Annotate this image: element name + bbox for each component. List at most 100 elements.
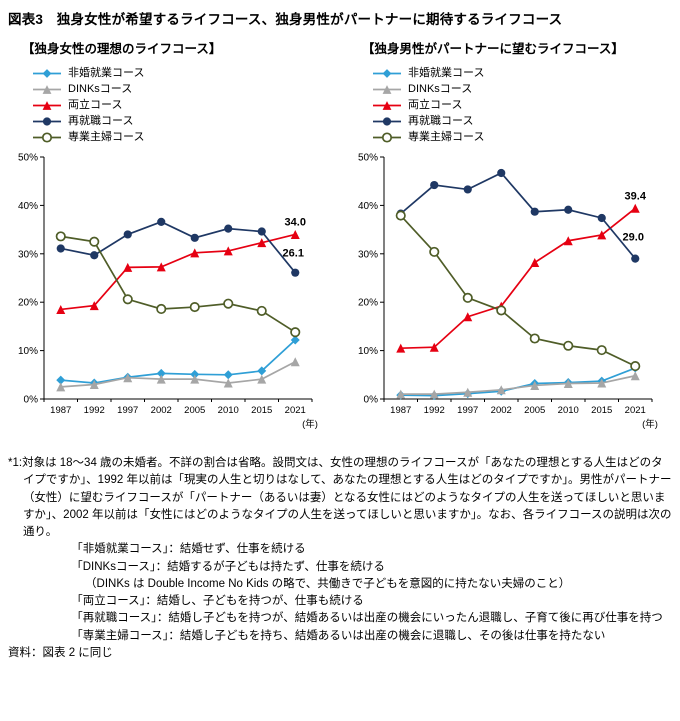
legend-label: 両立コース	[408, 99, 463, 111]
x-tick-label: 1997	[117, 405, 138, 416]
triangle-marker-icon	[530, 380, 540, 390]
triangle-marker-icon	[290, 229, 300, 239]
triangle-marker-icon	[123, 262, 133, 272]
series-line	[400, 374, 636, 396]
diamond-marker-icon	[382, 69, 392, 78]
triangle-marker-icon	[597, 378, 607, 388]
triangle-marker-icon	[563, 379, 573, 389]
circle-marker-icon	[157, 217, 166, 226]
triangle-marker-icon	[190, 248, 200, 258]
value-label: 26.1	[283, 248, 304, 260]
y-tick-label: 20%	[358, 298, 378, 309]
figure-title: 図表3 独身女性が希望するライフコース、独身男性がパートナーに期待するライフコー…	[8, 12, 563, 27]
triangle-marker-icon	[496, 385, 506, 395]
circle-open-marker-icon	[596, 345, 607, 356]
y-tick-label: 10%	[358, 346, 378, 357]
line-chart-women: 0% 10% 20% 30% 40% 50% 1987 1992 1997 2002 2005 201…	[18, 153, 318, 431]
y-tick-label: 30%	[18, 249, 38, 260]
triangle-marker-icon	[630, 371, 640, 381]
footnote-line: *1:対象は 18～34 歳の未婚者。不詳の割合は省略。設問文は、女性の理想のラ…	[8, 457, 672, 538]
legend-label: 再就職コース	[408, 115, 474, 127]
footnote-line: 「非婚就業コース」：結婚せず、仕事を続ける	[71, 543, 306, 556]
legend-item: 非婚就業コース	[32, 66, 332, 81]
y-tick-label: 0%	[364, 395, 379, 406]
y-tick-label: 20%	[18, 298, 38, 309]
triangle-marker-icon	[56, 382, 66, 392]
circle-marker-icon	[597, 213, 606, 223]
x-tick-label: 1992	[424, 405, 445, 416]
legend-item: 専業主婦コース	[32, 130, 332, 145]
triangle-marker-icon	[42, 101, 52, 110]
triangle-marker-icon	[190, 374, 200, 384]
chart-subtitle-women: 【独身女性の理想のライフコース】	[22, 42, 222, 56]
legend-women: 非婚就業コース DINKsコース 両立コース再就職コース 専業主婦コース	[32, 66, 332, 145]
x-tick-label: 2015	[251, 405, 272, 416]
circle-open-marker-icon	[395, 210, 406, 221]
diamond-marker-icon	[190, 369, 200, 379]
triangle-marker-icon	[89, 379, 99, 389]
triangle-marker-icon	[223, 378, 233, 388]
x-tick-label: 2005	[524, 405, 545, 416]
value-label: 39.4	[625, 190, 647, 202]
circle-open-marker-icon	[223, 298, 234, 309]
legend-item: 両立コース	[32, 98, 332, 113]
value-label: 29.0	[623, 232, 644, 244]
triangle-marker-icon	[382, 101, 392, 110]
x-tick-label: 2010	[558, 405, 579, 416]
circle-open-marker-icon	[496, 305, 507, 316]
triangle-marker-icon	[429, 342, 439, 352]
y-tick-label: 40%	[18, 201, 38, 212]
circle-open-marker-icon	[55, 231, 66, 242]
diamond-marker-icon	[56, 375, 66, 385]
legend-marker-icon	[373, 101, 401, 110]
legend-label: 両立コース	[68, 99, 123, 111]
triangle-marker-icon	[257, 238, 267, 248]
series-line	[60, 360, 296, 388]
triangle-marker-icon	[56, 304, 66, 314]
circle-marker-icon	[631, 254, 640, 263]
legend-men: 非婚就業コース DINKsコース 両立コース 再就職コース 専業主婦コース	[372, 66, 672, 145]
circle-open-marker-icon	[41, 132, 53, 143]
chart-panel-men: 【独身男性がパートナーに望むライフコース】 非婚就業コース DINKsコース 両立コ…	[348, 38, 672, 439]
footnote-line: （DINKs は Double Income No Kids の略で、共働きで子…	[85, 577, 571, 590]
triangle-marker-icon	[530, 258, 540, 268]
x-axis-unit-label: (年)	[642, 418, 658, 430]
circle-open-marker-icon	[529, 333, 540, 344]
legend-item: DINKsコース	[32, 82, 332, 97]
circle-marker-icon	[564, 205, 573, 214]
chart-subtitle-men: 【独身男性がパートナーに望むライフコース】	[362, 42, 624, 56]
circle-open-marker-icon	[462, 292, 473, 303]
footnote-line: 「専業主婦コース」：結婚し子どもを持ち、結婚あるいは出産の機会に退職し、その後は…	[71, 629, 606, 642]
legend-marker-icon	[373, 69, 401, 78]
series-line	[400, 207, 636, 350]
series-line	[60, 339, 296, 384]
legend-marker-icon	[33, 132, 61, 143]
x-tick-label: 2021	[285, 405, 306, 416]
circle-open-marker-icon	[381, 132, 393, 143]
legend-item: 再就職コース	[32, 114, 332, 129]
x-tick-label: 2005	[184, 405, 205, 416]
circle-marker-icon	[430, 180, 439, 190]
circle-marker-icon	[56, 244, 65, 253]
legend-marker-icon	[373, 132, 401, 143]
y-tick-label: 50%	[358, 153, 378, 164]
legend-label: 専業主婦コース	[408, 131, 485, 143]
circle-marker-icon	[382, 117, 392, 126]
triangle-marker-icon	[42, 85, 52, 94]
legend-marker-icon	[33, 85, 61, 94]
legend-item: 両立コース	[372, 98, 672, 113]
legend-item: DINKsコース	[372, 82, 672, 97]
series-line	[60, 233, 296, 311]
triangle-marker-icon	[156, 262, 166, 272]
circle-open-marker-icon	[122, 294, 133, 305]
diamond-marker-icon	[42, 69, 52, 78]
legend-label: DINKsコース	[68, 83, 133, 95]
x-tick-label: 1987	[50, 405, 71, 416]
x-tick-label: 2015	[591, 405, 612, 416]
triangle-marker-icon	[223, 246, 233, 256]
triangle-marker-icon	[597, 230, 607, 240]
circle-open-marker-icon	[429, 246, 440, 257]
triangle-marker-icon	[382, 85, 392, 94]
x-tick-label: 1997	[457, 405, 478, 416]
circle-marker-icon	[257, 227, 266, 236]
